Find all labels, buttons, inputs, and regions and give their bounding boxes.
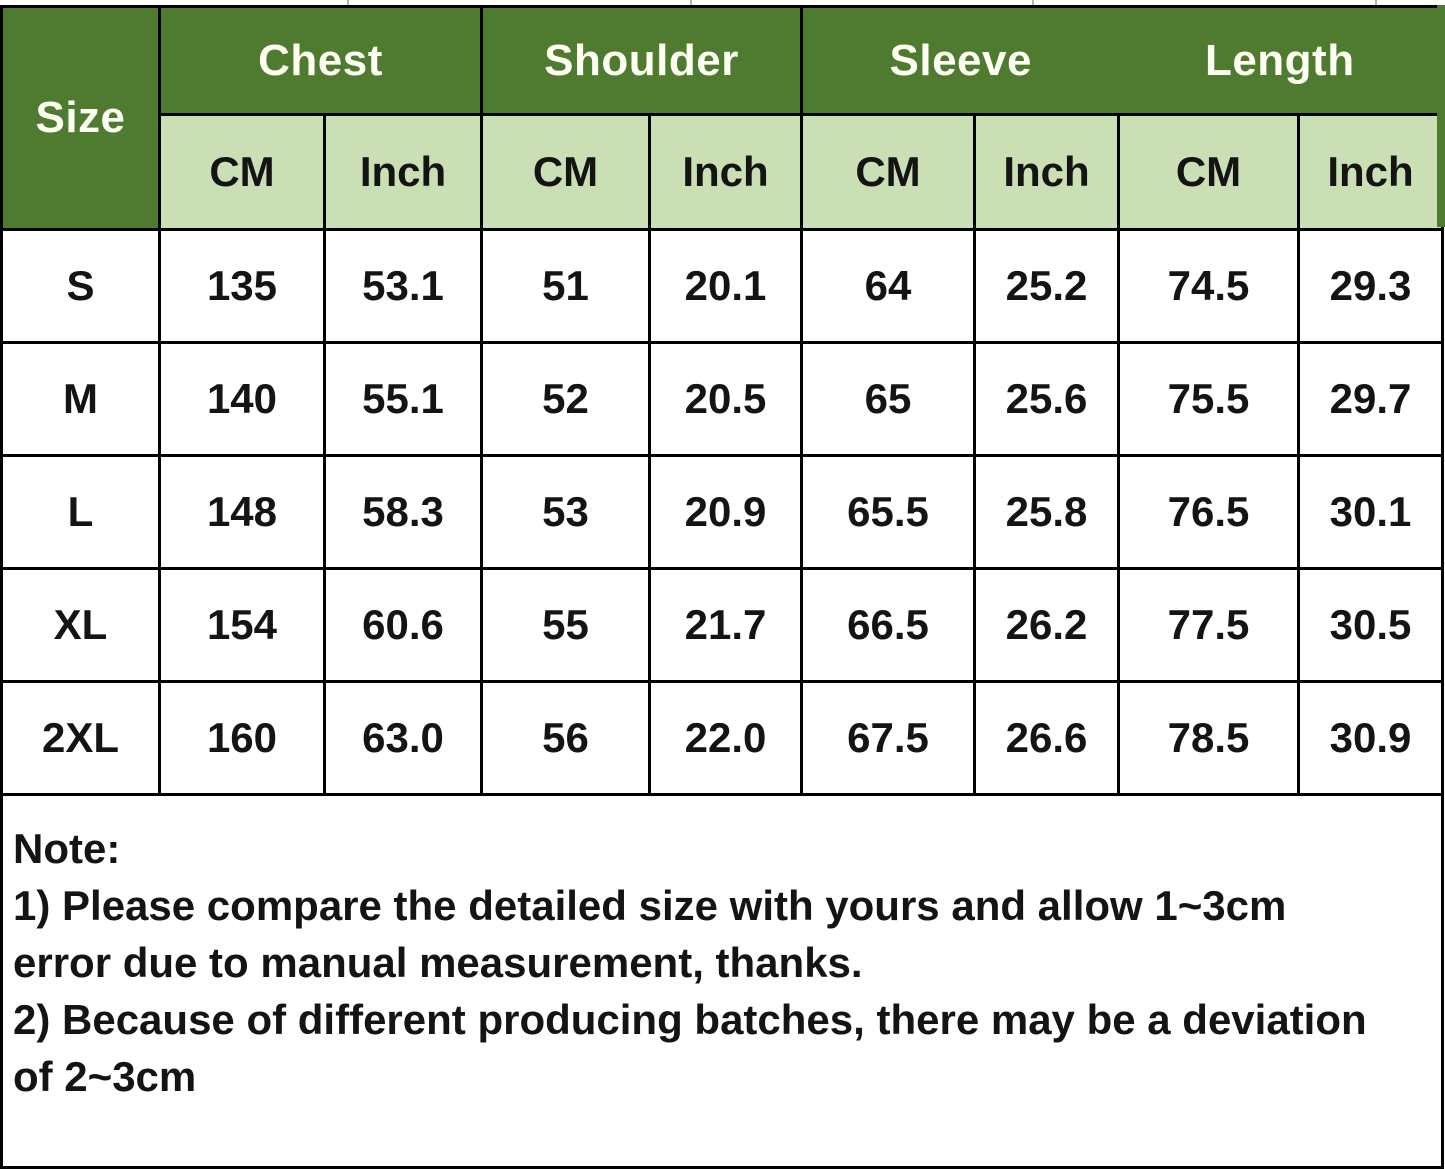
note-line-4: of 2~3cm — [13, 1053, 197, 1100]
gridline-tick — [1375, 0, 1377, 5]
value-cell: 52 — [480, 341, 651, 457]
value-cell: 51 — [480, 228, 651, 344]
top-gridline-strip — [0, 0, 1445, 5]
value-cell: 63.0 — [323, 680, 483, 796]
value-cell: 20.1 — [648, 228, 803, 344]
value-cell: 29.7 — [1296, 341, 1445, 457]
group-header-length: Length — [1118, 5, 1445, 116]
value-cell: 160 — [158, 680, 326, 796]
unit-header-shoulder-inch: Inch — [648, 113, 803, 231]
value-cell: 29.3 — [1296, 228, 1445, 344]
unit-header-sleeve-inch: Inch — [973, 113, 1120, 231]
unit-header-chest-inch: Inch — [323, 113, 483, 231]
value-cell: 135 — [158, 228, 326, 344]
table-row-2xl: 2XL 160 63.0 56 22.0 67.5 26.6 78.5 30.9 — [0, 680, 1445, 796]
unit-header-sleeve-cm: CM — [800, 113, 976, 231]
table-row-xl: XL 154 60.6 55 21.7 66.5 26.2 77.5 30.5 — [0, 567, 1445, 683]
value-cell: 78.5 — [1117, 680, 1300, 796]
value-cell: 67.5 — [800, 680, 976, 796]
size-cell: 2XL — [0, 680, 161, 796]
gridline-tick — [347, 0, 349, 5]
size-cell: M — [0, 341, 161, 457]
value-cell: 30.1 — [1296, 454, 1445, 570]
value-cell: 30.5 — [1296, 567, 1445, 683]
value-cell: 53.1 — [323, 228, 483, 344]
value-cell: 25.6 — [973, 341, 1120, 457]
value-cell: 154 — [158, 567, 326, 683]
table-row-l: L 148 58.3 53 20.9 65.5 25.8 76.5 30.1 — [0, 454, 1445, 570]
value-cell: 55.1 — [323, 341, 483, 457]
size-chart-table: Size Chest Shoulder Sleeve Length CM Inc… — [0, 5, 1445, 1169]
value-cell: 53 — [480, 454, 651, 570]
value-cell: 148 — [158, 454, 326, 570]
value-cell: 64 — [800, 228, 976, 344]
note-line-1: 1) Please compare the detailed size with… — [13, 882, 1287, 929]
note-title: Note: — [13, 825, 121, 872]
value-cell: 55 — [480, 567, 651, 683]
table-row-m: M 140 55.1 52 20.5 65 25.6 75.5 29.7 — [0, 341, 1445, 457]
value-cell: 75.5 — [1117, 341, 1300, 457]
value-cell: 65 — [800, 341, 976, 457]
unit-header-chest-cm: CM — [158, 113, 326, 231]
value-cell: 21.7 — [648, 567, 803, 683]
value-cell: 25.2 — [973, 228, 1120, 344]
note-box: Note: 1) Please compare the detailed siz… — [0, 793, 1445, 1169]
size-cell: S — [0, 228, 161, 344]
table-row-s: S 135 53.1 51 20.1 64 25.2 74.5 29.3 — [0, 228, 1445, 344]
unit-header-length-inch: Inch — [1296, 113, 1445, 231]
value-cell: 60.6 — [323, 567, 483, 683]
size-cell: L — [0, 454, 161, 570]
group-header-chest: Chest — [158, 5, 483, 116]
value-cell: 26.6 — [973, 680, 1120, 796]
value-cell: 22.0 — [648, 680, 803, 796]
note-line-2: error due to manual measurement, thanks. — [13, 939, 863, 986]
value-cell: 74.5 — [1117, 228, 1300, 344]
value-cell: 140 — [158, 341, 326, 457]
gridline-tick — [690, 0, 692, 5]
unit-header-shoulder-cm: CM — [480, 113, 651, 231]
value-cell: 30.9 — [1296, 680, 1445, 796]
value-cell: 20.9 — [648, 454, 803, 570]
group-header-shoulder: Shoulder — [480, 5, 803, 116]
value-cell: 58.3 — [323, 454, 483, 570]
value-cell: 66.5 — [800, 567, 976, 683]
value-cell: 26.2 — [973, 567, 1120, 683]
size-column-header: Size — [0, 5, 161, 231]
value-cell: 25.8 — [973, 454, 1120, 570]
value-cell: 77.5 — [1117, 567, 1300, 683]
value-cell: 65.5 — [800, 454, 976, 570]
note-row: Note: 1) Please compare the detailed siz… — [0, 793, 1445, 1169]
value-cell: 56 — [480, 680, 651, 796]
value-cell: 76.5 — [1117, 454, 1300, 570]
header-right-edge-patch — [1437, 5, 1445, 227]
note-line-3: 2) Because of different producing batche… — [13, 996, 1367, 1043]
size-cell: XL — [0, 567, 161, 683]
unit-header-length-cm: CM — [1117, 113, 1300, 231]
value-cell: 20.5 — [648, 341, 803, 457]
gridline-tick — [1032, 0, 1034, 5]
group-header-sleeve: Sleeve — [800, 5, 1119, 116]
